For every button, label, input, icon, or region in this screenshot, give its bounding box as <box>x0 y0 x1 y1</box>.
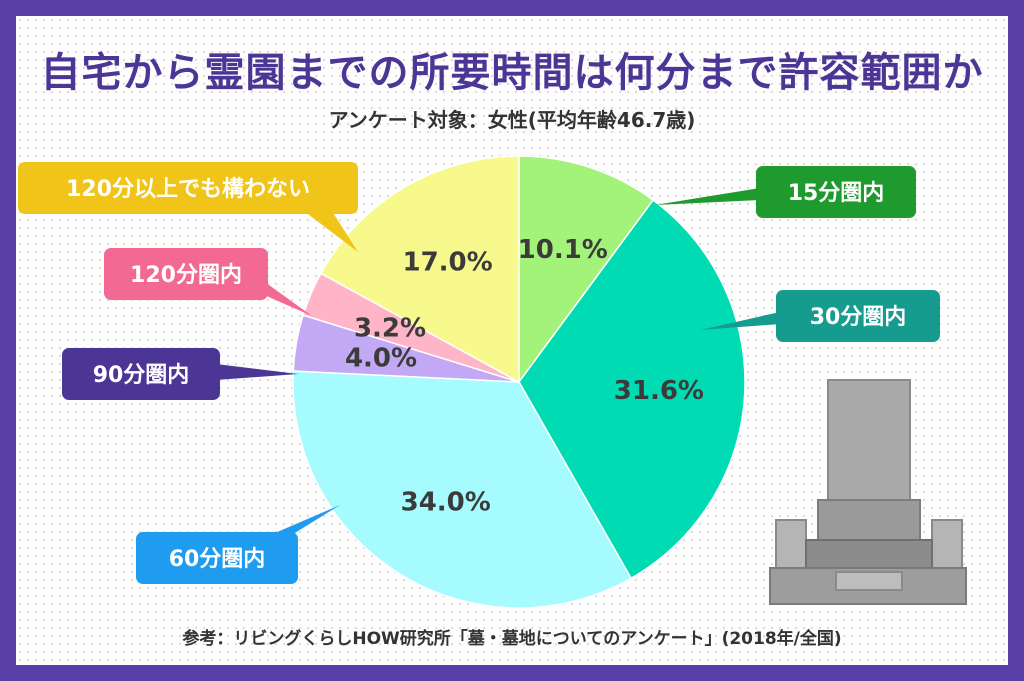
category-label-box <box>136 532 298 584</box>
category-label-box <box>18 162 358 214</box>
slice-value-label: 34.0% <box>401 487 491 517</box>
chart-subtitle: アンケート対象：女性(平均年齢46.7歳) <box>328 108 696 132</box>
tombstone-icon <box>769 379 967 605</box>
slice-value-label: 4.0% <box>345 344 417 374</box>
callout-pointer <box>216 364 298 380</box>
category-label: 60分圏内 <box>169 547 266 572</box>
slice-value-label: 17.0% <box>403 247 493 277</box>
category-label-box <box>776 290 940 342</box>
category-label-box <box>104 248 268 300</box>
category-label: 15分圏内 <box>788 181 885 206</box>
callout-pointer <box>262 280 312 316</box>
slice-value-label: 10.1% <box>518 235 608 265</box>
pie-slice <box>292 370 633 609</box>
category-label: 90分圏内 <box>93 363 190 388</box>
callout-pointer <box>655 188 760 205</box>
category-label: 120分圏内 <box>130 263 242 288</box>
chart-title: 自宅から霊園までの所要時間は何分まで許容範囲か <box>40 50 984 96</box>
category-label-box <box>756 166 916 218</box>
callout-pointer <box>300 208 358 252</box>
category-label: 30分圏内 <box>810 305 907 330</box>
source-note: 参考：リビングくらしHOW研究所「墓・墓地についてのアンケート」(2018年/全… <box>182 629 842 649</box>
pie-slice <box>319 155 520 384</box>
callout-pointer <box>268 505 340 536</box>
slice-value-label: 3.2% <box>354 313 426 343</box>
category-label: 120分以上でも構わない <box>66 176 310 202</box>
pie-slice <box>518 199 746 580</box>
callout-pointer <box>700 312 780 330</box>
pie-slice <box>518 155 655 385</box>
slice-value-label: 31.6% <box>614 376 704 406</box>
category-label-box <box>62 348 220 400</box>
